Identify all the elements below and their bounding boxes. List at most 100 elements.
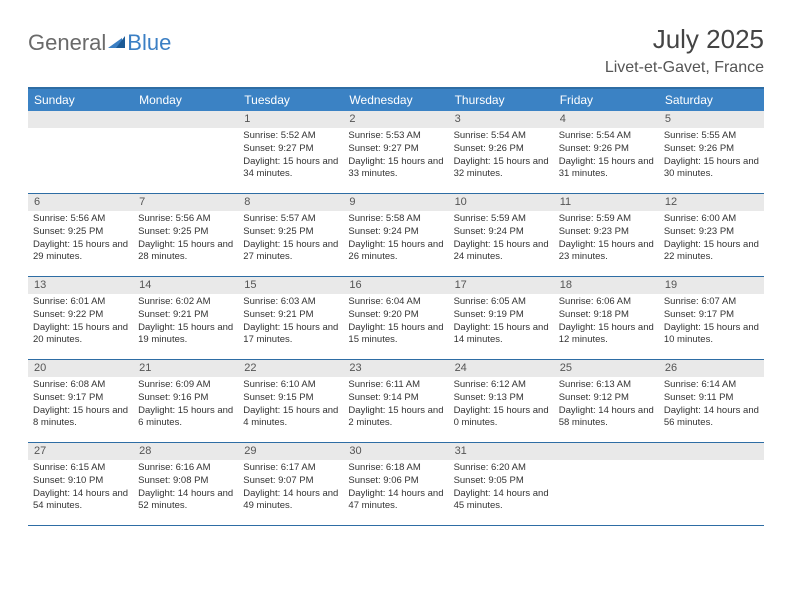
- sunset-text: Sunset: 9:05 PM: [454, 475, 549, 488]
- calendar: Sunday Monday Tuesday Wednesday Thursday…: [28, 87, 764, 526]
- sunset-text: Sunset: 9:11 PM: [664, 392, 759, 405]
- daylight-text: Daylight: 15 hours and 12 minutes.: [559, 322, 654, 348]
- day-number: 8: [238, 194, 343, 211]
- sunrise-text: Sunrise: 5:57 AM: [243, 213, 338, 226]
- sunset-text: Sunset: 9:15 PM: [243, 392, 338, 405]
- day-details: Sunrise: 6:12 AMSunset: 9:13 PMDaylight:…: [449, 377, 554, 434]
- day-number: [28, 111, 133, 128]
- day-cell: 24Sunrise: 6:12 AMSunset: 9:13 PMDayligh…: [449, 360, 554, 442]
- sunrise-text: Sunrise: 6:07 AM: [664, 296, 759, 309]
- sunset-text: Sunset: 9:10 PM: [33, 475, 128, 488]
- sunrise-text: Sunrise: 5:54 AM: [559, 130, 654, 143]
- daylight-text: Daylight: 15 hours and 26 minutes.: [348, 239, 443, 265]
- sunset-text: Sunset: 9:26 PM: [559, 143, 654, 156]
- day-cell: 31Sunrise: 6:20 AMSunset: 9:05 PMDayligh…: [449, 443, 554, 525]
- day-header-row: Sunday Monday Tuesday Wednesday Thursday…: [28, 89, 764, 111]
- daylight-text: Daylight: 15 hours and 30 minutes.: [664, 156, 759, 182]
- day-cell: 16Sunrise: 6:04 AMSunset: 9:20 PMDayligh…: [343, 277, 448, 359]
- day-cell: 29Sunrise: 6:17 AMSunset: 9:07 PMDayligh…: [238, 443, 343, 525]
- daylight-text: Daylight: 15 hours and 22 minutes.: [664, 239, 759, 265]
- sunrise-text: Sunrise: 6:04 AM: [348, 296, 443, 309]
- daylight-text: Daylight: 15 hours and 4 minutes.: [243, 405, 338, 431]
- sunset-text: Sunset: 9:20 PM: [348, 309, 443, 322]
- sunset-text: Sunset: 9:08 PM: [138, 475, 233, 488]
- sunrise-text: Sunrise: 6:14 AM: [664, 379, 759, 392]
- daylight-text: Daylight: 15 hours and 24 minutes.: [454, 239, 549, 265]
- sunset-text: Sunset: 9:24 PM: [348, 226, 443, 239]
- day-number: 16: [343, 277, 448, 294]
- day-details: Sunrise: 6:15 AMSunset: 9:10 PMDaylight:…: [28, 460, 133, 517]
- sunrise-text: Sunrise: 6:09 AM: [138, 379, 233, 392]
- daylight-text: Daylight: 15 hours and 14 minutes.: [454, 322, 549, 348]
- daylight-text: Daylight: 15 hours and 28 minutes.: [138, 239, 233, 265]
- day-header: Saturday: [659, 89, 764, 111]
- day-details: Sunrise: 5:59 AMSunset: 9:24 PMDaylight:…: [449, 211, 554, 268]
- day-details: Sunrise: 6:05 AMSunset: 9:19 PMDaylight:…: [449, 294, 554, 351]
- day-header: Thursday: [449, 89, 554, 111]
- day-header: Tuesday: [238, 89, 343, 111]
- sunset-text: Sunset: 9:23 PM: [559, 226, 654, 239]
- day-details: Sunrise: 5:58 AMSunset: 9:24 PMDaylight:…: [343, 211, 448, 268]
- day-cell: 13Sunrise: 6:01 AMSunset: 9:22 PMDayligh…: [28, 277, 133, 359]
- sunrise-text: Sunrise: 6:18 AM: [348, 462, 443, 475]
- daylight-text: Daylight: 14 hours and 52 minutes.: [138, 488, 233, 514]
- day-details: Sunrise: 6:02 AMSunset: 9:21 PMDaylight:…: [133, 294, 238, 351]
- day-cell: 26 Sunrise: 6:14 AMSunset: 9:11 PMDayligh…: [659, 360, 764, 442]
- sunset-text: Sunset: 9:07 PM: [243, 475, 338, 488]
- sunset-text: Sunset: 9:21 PM: [243, 309, 338, 322]
- day-number: 26: [659, 360, 764, 377]
- day-cell: 11Sunrise: 5:59 AMSunset: 9:23 PMDayligh…: [554, 194, 659, 276]
- day-details: Sunrise: 6:03 AMSunset: 9:21 PMDaylight:…: [238, 294, 343, 351]
- sunrise-text: Sunrise: 6:15 AM: [33, 462, 128, 475]
- sunset-text: Sunset: 9:26 PM: [454, 143, 549, 156]
- sunset-text: Sunset: 9:12 PM: [559, 392, 654, 405]
- sunrise-text: Sunrise: 6:05 AM: [454, 296, 549, 309]
- logo-text-1: General: [28, 30, 106, 56]
- day-cell: 17Sunrise: 6:05 AMSunset: 9:19 PMDayligh…: [449, 277, 554, 359]
- day-number: [554, 443, 659, 460]
- logo: General Blue: [28, 30, 171, 56]
- day-header: Friday: [554, 89, 659, 111]
- week-row: 1Sunrise: 5:52 AMSunset: 9:27 PMDaylight…: [28, 111, 764, 194]
- sunrise-text: Sunrise: 5:52 AM: [243, 130, 338, 143]
- sunrise-text: Sunrise: 5:56 AM: [33, 213, 128, 226]
- sunrise-text: Sunrise: 6:13 AM: [559, 379, 654, 392]
- day-cell: 6Sunrise: 5:56 AMSunset: 9:25 PMDaylight…: [28, 194, 133, 276]
- sunrise-text: Sunrise: 5:59 AM: [559, 213, 654, 226]
- sunrise-text: Sunrise: 5:54 AM: [454, 130, 549, 143]
- day-number: 10: [449, 194, 554, 211]
- day-number: 31: [449, 443, 554, 460]
- sunrise-text: Sunrise: 6:12 AM: [454, 379, 549, 392]
- day-details: Sunrise: 5:59 AMSunset: 9:23 PMDaylight:…: [554, 211, 659, 268]
- sunrise-text: Sunrise: 6:03 AM: [243, 296, 338, 309]
- sunrise-text: Sunrise: 6:10 AM: [243, 379, 338, 392]
- logo-text-2: Blue: [127, 30, 171, 56]
- sunset-text: Sunset: 9:06 PM: [348, 475, 443, 488]
- day-details: Sunrise: 5:57 AMSunset: 9:25 PMDaylight:…: [238, 211, 343, 268]
- daylight-text: Daylight: 14 hours and 56 minutes.: [664, 405, 759, 431]
- day-number: 3: [449, 111, 554, 128]
- calendar-page: GeneralBlue July 2025 Livet-et-Gavet, Fr…: [0, 0, 792, 546]
- day-details: Sunrise: 6:11 AMSunset: 9:14 PMDaylight:…: [343, 377, 448, 434]
- day-cell: 28Sunrise: 6:16 AMSunset: 9:08 PMDayligh…: [133, 443, 238, 525]
- day-cell: 21Sunrise: 6:09 AMSunset: 9:16 PMDayligh…: [133, 360, 238, 442]
- day-number: [659, 443, 764, 460]
- day-number: 19: [659, 277, 764, 294]
- daylight-text: Daylight: 14 hours and 58 minutes.: [559, 405, 654, 431]
- daylight-text: Daylight: 15 hours and 33 minutes.: [348, 156, 443, 182]
- day-cell: [133, 111, 238, 193]
- day-number: 30: [343, 443, 448, 460]
- daylight-text: Daylight: 15 hours and 32 minutes.: [454, 156, 549, 182]
- week-row: 13Sunrise: 6:01 AMSunset: 9:22 PMDayligh…: [28, 277, 764, 360]
- day-details: Sunrise: 6:08 AMSunset: 9:17 PMDaylight:…: [28, 377, 133, 434]
- day-number: 27: [28, 443, 133, 460]
- sunset-text: Sunset: 9:24 PM: [454, 226, 549, 239]
- sunrise-text: Sunrise: 6:06 AM: [559, 296, 654, 309]
- day-details: [659, 460, 764, 466]
- day-details: Sunrise: 6:18 AMSunset: 9:06 PMDaylight:…: [343, 460, 448, 517]
- day-number: 18: [554, 277, 659, 294]
- day-cell: 4Sunrise: 5:54 AMSunset: 9:26 PMDaylight…: [554, 111, 659, 193]
- day-cell: 7Sunrise: 5:56 AMSunset: 9:25 PMDaylight…: [133, 194, 238, 276]
- daylight-text: Daylight: 15 hours and 34 minutes.: [243, 156, 338, 182]
- day-number: 5: [659, 111, 764, 128]
